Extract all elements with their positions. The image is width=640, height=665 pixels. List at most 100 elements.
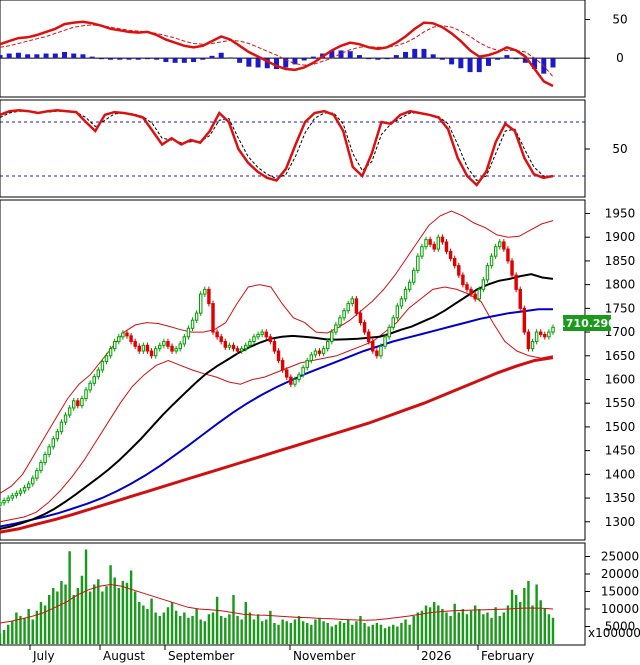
volume-bar <box>232 595 235 644</box>
candle-body <box>227 344 232 348</box>
candle-body <box>461 274 465 286</box>
candle-body <box>465 284 469 290</box>
volume-bar <box>326 623 329 644</box>
candle-body <box>223 341 228 348</box>
volume-bar <box>400 623 403 644</box>
month-label: August <box>103 649 145 663</box>
macd-histogram-bar <box>181 58 187 63</box>
candle-body <box>22 487 27 492</box>
macd-histogram-bar <box>375 58 381 60</box>
last-price-label: 1710.290 <box>558 317 616 330</box>
candle-body <box>158 344 162 350</box>
candle-body <box>493 246 498 257</box>
volume-bar <box>285 621 288 644</box>
volume-bar <box>539 600 542 644</box>
macd-histogram-bar <box>439 58 445 60</box>
candle-body <box>346 303 350 312</box>
candle-body <box>59 421 64 433</box>
candle-body <box>301 367 305 376</box>
volume-bar <box>72 595 75 644</box>
volume-bar <box>224 617 227 644</box>
candle-body <box>170 345 174 352</box>
candle-body <box>551 326 555 333</box>
candle-body <box>317 350 322 354</box>
candle-body <box>395 305 400 319</box>
candle-body <box>362 322 367 333</box>
macd-histogram-bar <box>283 58 289 68</box>
volume-bar <box>211 612 215 644</box>
volume-bar <box>527 581 530 644</box>
last-price-box <box>563 315 611 331</box>
volume-bar <box>293 619 297 644</box>
volume-bar <box>191 616 194 644</box>
candle-body <box>538 331 543 335</box>
candle-body <box>80 397 84 407</box>
price-tick-label: 1750 <box>605 301 636 315</box>
candle-body <box>440 236 445 243</box>
candle-body <box>43 453 47 463</box>
candle-body <box>137 345 141 352</box>
volume-bar <box>277 624 280 644</box>
macd-histogram-bar <box>430 54 436 59</box>
moving-average-short <box>0 273 554 530</box>
price-tick-label: 1650 <box>605 349 636 363</box>
volume-bar <box>52 588 55 644</box>
volume-bar <box>207 614 211 644</box>
macd-histogram-bar <box>467 58 473 73</box>
candle-body <box>428 239 432 245</box>
bollinger-lower-band <box>0 286 554 523</box>
price-panel: 1950 1900 1850 1800 1750 1700 1650 1600 1550 1500… <box>0 199 636 541</box>
volume-bar <box>457 612 461 644</box>
volume-bar <box>162 612 166 644</box>
volume-bar <box>502 612 506 644</box>
volume-bar <box>252 619 256 644</box>
volume-bar <box>498 616 501 644</box>
volume-bar <box>248 612 252 644</box>
volume-bar <box>346 619 350 644</box>
candle-body <box>207 288 211 305</box>
candlesticks <box>0 234 555 509</box>
stochastic-k-line <box>0 109 554 187</box>
volume-bar <box>35 610 39 644</box>
volume-bar <box>174 610 178 644</box>
candle-body <box>121 332 125 338</box>
volume-bar <box>306 623 309 644</box>
volume-bar <box>84 549 88 644</box>
macd-histogram-bar <box>384 58 390 60</box>
volume-bar <box>351 624 354 644</box>
macd-histogram-bar <box>89 56 95 59</box>
candle-body <box>63 414 68 423</box>
volume-bar <box>490 617 493 644</box>
macd-histogram-bar <box>356 55 362 59</box>
candle-body <box>235 348 240 352</box>
candle-body <box>469 288 473 295</box>
candle-body <box>358 312 363 324</box>
volume-bar <box>404 619 407 644</box>
candle-body <box>256 333 260 338</box>
candle-body <box>391 317 395 328</box>
price-tick-label: 1600 <box>605 372 636 386</box>
candle-body <box>149 350 154 357</box>
volume-bar <box>482 614 485 644</box>
volume-bar <box>23 617 26 644</box>
volume-bar <box>342 623 346 644</box>
volume-bar <box>244 602 247 644</box>
volume-bar <box>478 609 481 644</box>
price-tick-label: 1700 <box>605 325 636 339</box>
volume-bar <box>170 602 174 644</box>
volume-bar <box>424 605 428 644</box>
x-axis: July August September November 2026 February <box>0 644 585 663</box>
macd-histogram-bar <box>0 55 3 59</box>
volume-bar <box>228 614 231 644</box>
candle-body <box>72 400 76 409</box>
volume-bar <box>445 612 448 644</box>
volume-bar <box>60 581 63 644</box>
volume-bar <box>179 616 182 644</box>
candle-body <box>145 344 150 352</box>
candle-body <box>481 279 486 290</box>
candle-body <box>100 360 105 371</box>
volume-bar <box>416 612 420 644</box>
volume-unit-label: x100000 <box>588 626 640 640</box>
volume-bar <box>6 624 10 644</box>
